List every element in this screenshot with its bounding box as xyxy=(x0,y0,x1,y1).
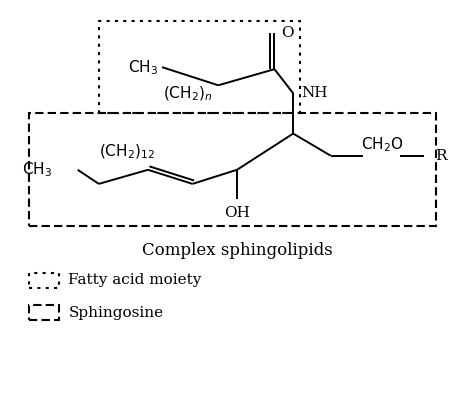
Text: O: O xyxy=(282,26,294,40)
Bar xyxy=(28,273,59,288)
Text: $(\mathrm{CH_2})_{12}$: $(\mathrm{CH_2})_{12}$ xyxy=(99,142,155,161)
Text: $\mathrm{CH_3}$: $\mathrm{CH_3}$ xyxy=(22,160,52,179)
Text: OH: OH xyxy=(224,206,250,220)
Bar xyxy=(28,305,59,320)
Bar xyxy=(99,21,300,113)
Text: $\mathrm{CH_2O}$: $\mathrm{CH_2O}$ xyxy=(361,135,404,154)
Text: Sphingosine: Sphingosine xyxy=(68,306,164,319)
Text: Fatty acid moiety: Fatty acid moiety xyxy=(68,273,202,288)
Text: NH: NH xyxy=(301,86,328,100)
Text: $\mathrm{CH_3}$: $\mathrm{CH_3}$ xyxy=(128,58,158,77)
Text: Complex sphingolipids: Complex sphingolipids xyxy=(142,242,332,259)
Text: $(\mathrm{CH_2})_n$: $(\mathrm{CH_2})_n$ xyxy=(163,84,213,102)
Text: R: R xyxy=(435,149,447,163)
Bar xyxy=(28,113,436,226)
